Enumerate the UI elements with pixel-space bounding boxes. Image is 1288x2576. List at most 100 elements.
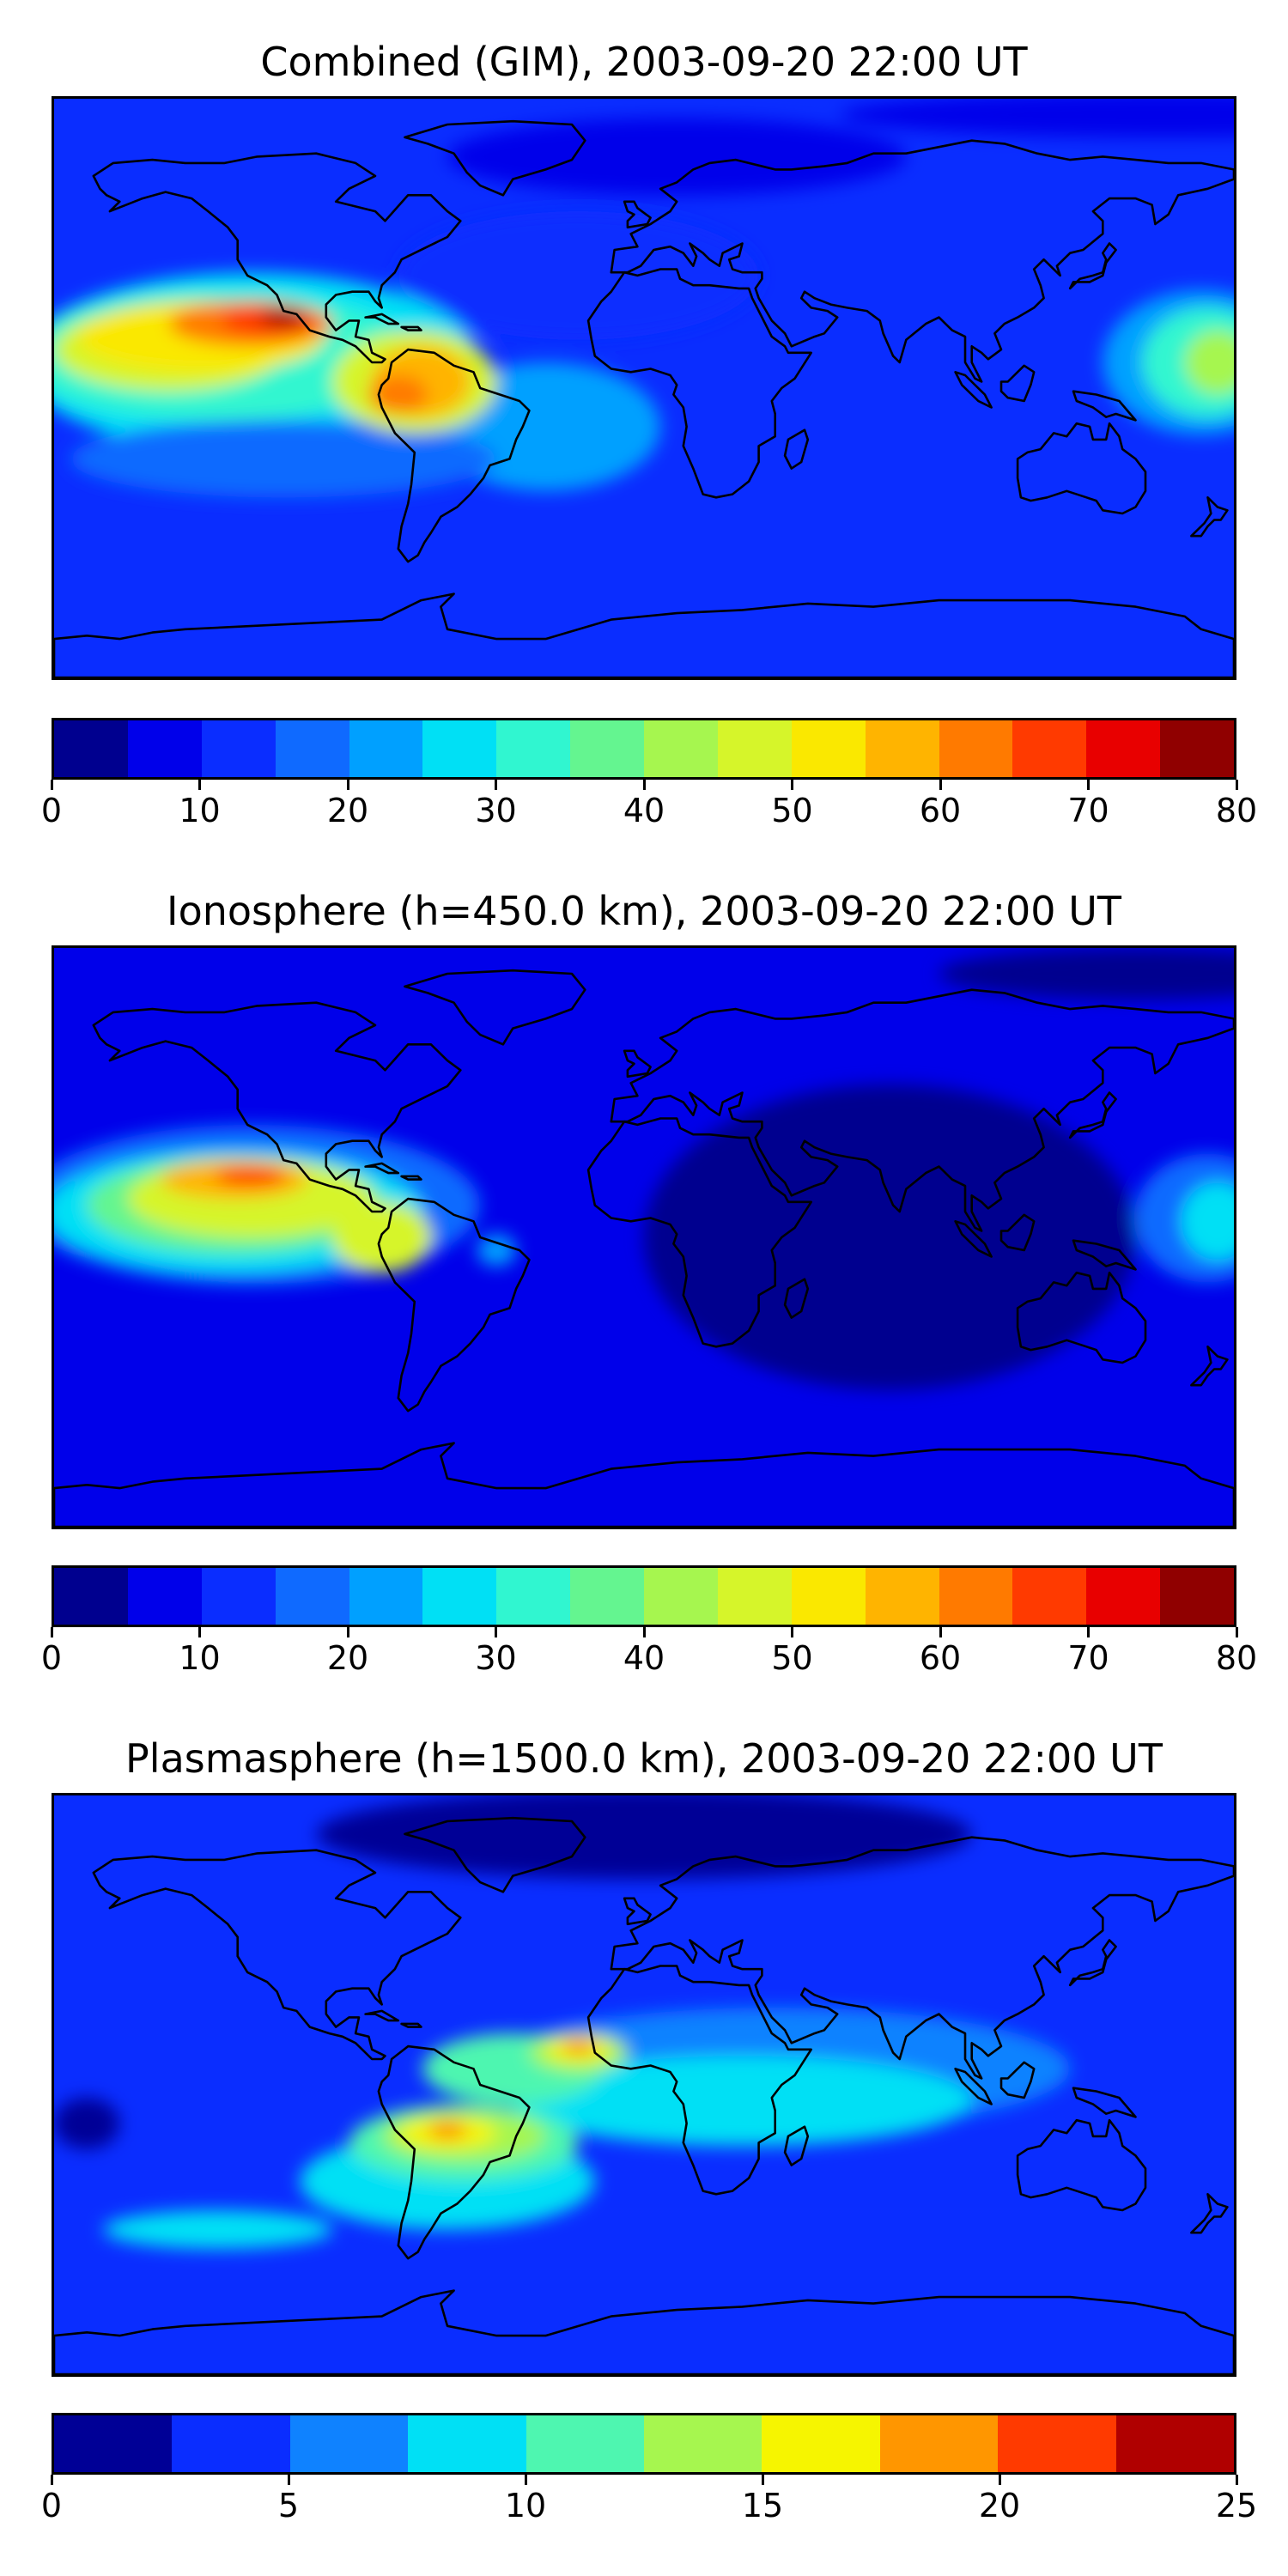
coastline-borneo — [999, 364, 1036, 403]
colorbar-segment — [762, 2415, 880, 2472]
coastlines — [54, 969, 1234, 1527]
panel-title: Combined (GIM), 2003-09-20 22:00 UT — [260, 39, 1028, 85]
coastline-north-america — [92, 152, 462, 364]
tec-contour-level — [513, 2056, 972, 2147]
tick-label: 5 — [277, 2487, 300, 2524]
coastline-new-zealand — [1190, 1345, 1229, 1387]
colorbar-segment — [1115, 2415, 1235, 2472]
coastline-sumatra — [954, 1219, 993, 1258]
tec-contour-level — [428, 2120, 467, 2140]
tec-contour-level — [70, 420, 497, 498]
colorbar-segment — [791, 720, 866, 777]
tick-label: 25 — [1215, 2487, 1258, 2524]
tick-mark — [1235, 1627, 1238, 1637]
coastline-britain — [623, 1897, 652, 1926]
colorbar-segment — [865, 720, 939, 777]
tec-contour-level — [103, 2210, 333, 2249]
tick-label: 80 — [1215, 1639, 1258, 1677]
colorbar-segment — [54, 1568, 128, 1625]
map-canvas — [54, 99, 1234, 677]
colorbar-segment — [644, 1568, 718, 1625]
tick-label: 80 — [1215, 792, 1258, 829]
coastline-australia — [1016, 2118, 1147, 2212]
tick-label: 30 — [475, 1639, 517, 1677]
tick-label: 70 — [1067, 792, 1109, 829]
coastlines — [54, 1816, 1234, 2374]
tick-label: 20 — [978, 2487, 1021, 2524]
tick-mark — [287, 2475, 290, 2485]
colorbar-segment — [127, 1568, 202, 1625]
tick-label: 10 — [179, 1639, 221, 1677]
colorbar-segment — [570, 720, 644, 777]
tec-map — [52, 945, 1236, 1529]
panel-title: Plasmasphere (h=1500.0 km), 2003-09-20 2… — [125, 1735, 1163, 1782]
colorbar — [52, 2413, 1236, 2475]
tec-contour-level — [562, 2038, 595, 2055]
colorbar-segment — [939, 1568, 1013, 1625]
tec-contours — [54, 99, 1234, 498]
tick-label: 10 — [504, 2487, 547, 2524]
tec-map — [52, 96, 1236, 680]
tick-mark — [198, 780, 201, 790]
colorbar-ticks: 0 10 20 30 40 50 60 70 80 — [41, 1627, 1257, 1679]
coastline-south-america — [377, 2044, 531, 2260]
colorbar-segment — [422, 720, 497, 777]
colorbar-segment — [526, 2415, 645, 2472]
colorbar-segment — [275, 1568, 349, 1625]
colorbar-segment — [127, 720, 202, 777]
tick-label: 20 — [326, 792, 369, 829]
coastline-greenland — [404, 119, 586, 197]
colorbar-segment — [1160, 1568, 1234, 1625]
coastline-cuba — [364, 313, 400, 325]
colorbar-segment — [422, 1568, 497, 1625]
tick-mark — [939, 780, 942, 790]
tec-contour-level — [398, 211, 759, 340]
tec-map — [52, 1793, 1236, 2377]
tick-mark — [1087, 1627, 1090, 1637]
coastline-sumatra — [954, 370, 993, 409]
colorbar-segment — [791, 1568, 866, 1625]
coastline-south-america — [377, 1197, 531, 1413]
tick-label: 0 — [40, 1639, 63, 1677]
tick-label: 70 — [1067, 1639, 1109, 1677]
coastline-britain — [623, 200, 652, 229]
coastline-new-zealand — [1190, 495, 1229, 538]
coastline-madagascar — [783, 428, 810, 470]
tec-contour-level — [54, 2097, 120, 2149]
colorbar-segment — [496, 720, 571, 777]
colorbar-segment — [408, 2415, 526, 2472]
coastline-australia — [1016, 422, 1147, 515]
colorbar-segment — [644, 720, 718, 777]
colorbar-segment — [496, 1568, 571, 1625]
tick-mark — [495, 1627, 497, 1637]
tick-label: 30 — [475, 792, 517, 829]
colorbar-segment — [865, 1568, 939, 1625]
tick-mark — [761, 2475, 764, 2485]
coastline-greenland — [404, 1816, 586, 1893]
map-canvas — [54, 948, 1234, 1527]
coastline-north-america — [92, 1849, 462, 2061]
tick-label: 50 — [771, 792, 813, 829]
tec-contour-level — [316, 1795, 972, 1880]
tec-contours — [54, 1795, 1071, 2249]
colorbar-segment — [939, 720, 1013, 777]
coastline-africa — [586, 1965, 813, 2196]
colorbar-segment — [1086, 720, 1161, 777]
coastline-antarctica — [54, 592, 1234, 677]
tick-mark — [642, 780, 646, 790]
tick-mark — [1087, 780, 1090, 790]
map-canvas — [54, 1795, 1234, 2374]
colorbar-segment — [1012, 720, 1087, 777]
colorbar-ticks: 0 5 10 15 20 25 — [41, 2475, 1257, 2526]
coastline-greenland — [404, 969, 586, 1046]
tec-contour-level — [841, 99, 1234, 137]
coastline-eurasia — [610, 139, 1234, 383]
colorbar-segment — [570, 1568, 644, 1625]
tick-mark — [791, 1627, 793, 1637]
coastline-madagascar — [783, 2125, 810, 2166]
coastline-africa — [586, 268, 813, 499]
coastline-borneo — [999, 1213, 1036, 1252]
colorbar-segment — [54, 2415, 173, 2472]
tick-mark — [50, 2475, 53, 2485]
coastline-new-guinea — [1072, 1239, 1137, 1271]
